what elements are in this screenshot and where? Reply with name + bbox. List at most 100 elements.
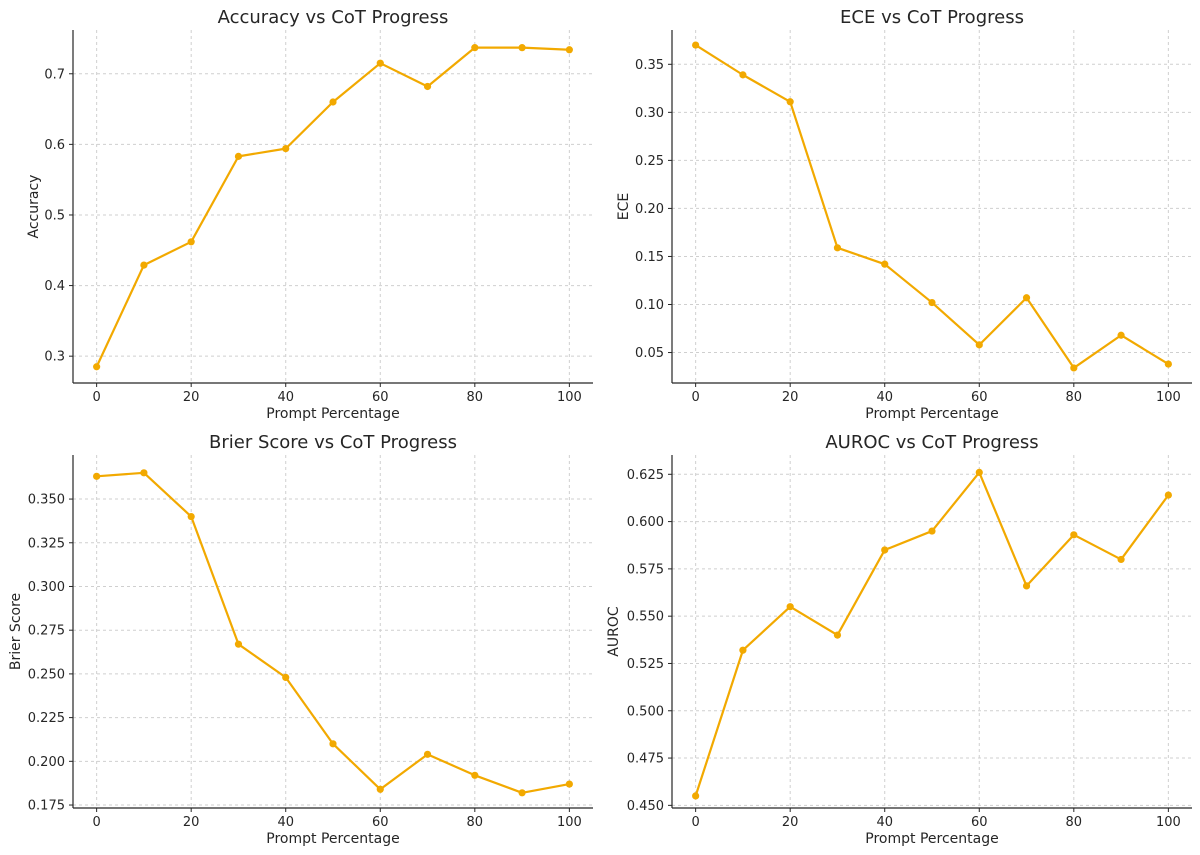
chart-2-x-tick-label: 0 (691, 390, 699, 405)
chart-2: 0 20 40 60 80 100 0.05 0.10 0.15 0.20 0.25 0.30 0.35… (616, 7, 1192, 422)
chart-3-data-point (140, 469, 148, 477)
chart-3-x-tick-label: 60 (372, 815, 389, 830)
chart-1-data-point (518, 44, 526, 52)
chart-1-series-line (95, 46, 571, 368)
chart-4-x-tick-label: 100 (1156, 815, 1181, 830)
chart-1-data-point (187, 238, 195, 246)
chart-2-x-tick-label: 60 (971, 390, 988, 405)
chart-4-data-point (833, 631, 842, 639)
chart-1-y-label: Accuracy (26, 175, 42, 239)
chart-4-title: AUROC vs CoT Progress (825, 432, 1038, 453)
chart-4-x-tick-label: 60 (971, 815, 988, 830)
chart-4-y-tick-label: 0.600 (627, 515, 664, 530)
chart-2-title: ECE vs CoT Progress (840, 7, 1024, 28)
chart-4-data-point (692, 792, 700, 800)
chart-2-x-label: Prompt Percentage (865, 406, 998, 422)
chart-3-y-tick-label: 0.275 (28, 624, 65, 639)
chart-4-y-tick-label: 0.525 (627, 657, 664, 672)
chart-4-y-tick-label: 0.550 (627, 610, 664, 625)
chart-1-y-tick-label: 0.3 (44, 350, 65, 365)
chart-3-y-tick-label: 0.325 (28, 536, 65, 551)
chart-1-data-point (565, 46, 573, 54)
chart-2-data-point (1164, 360, 1172, 368)
chart-1-x-tick-label: 20 (183, 390, 200, 405)
chart-4-x-label: Prompt Percentage (865, 831, 998, 847)
chart-1-x-tick-label: 100 (557, 390, 582, 405)
chart-1-y-tick-label: 0.7 (44, 67, 65, 82)
chart-1-data-point (140, 261, 148, 269)
chart-2-data-point (975, 341, 983, 349)
chart-4-data-point (928, 527, 936, 535)
chart-4-y-tick-label: 0.475 (627, 752, 664, 767)
chart-1-data-point (282, 145, 290, 153)
chart-3-y-tick-label: 0.300 (28, 580, 65, 595)
chart-4-x-tick-label: 20 (782, 815, 799, 830)
chart-1-data-point (423, 82, 432, 91)
chart-2-y-tick-label: 0.10 (635, 298, 664, 313)
chart-4: 0 20 40 60 80 100 0.450 0.475 0.500 0.525 0.550 0.5… (606, 432, 1192, 847)
chart-2-data-point (833, 244, 842, 252)
chart-4-series-line (694, 471, 1170, 797)
chart-2-data-point (739, 71, 747, 79)
chart-1-y-tick-label: 0.6 (44, 138, 65, 153)
chart-1: 0 20 40 60 80 100 0.3 0.4 0.5 0.6 0.7 Accuracy vs C… (26, 7, 593, 422)
chart-1-x-tick-label: 80 (467, 390, 484, 405)
chart-4-y-label: AUROC (606, 606, 622, 657)
chart-1-x-tick-label: 60 (372, 390, 389, 405)
chart-1-x-tick-label: 0 (92, 390, 100, 405)
chart-4-x-tick-label: 80 (1066, 815, 1083, 830)
chart-3-data-point (518, 789, 526, 797)
chart-3-y-label: Brier Score (8, 593, 24, 670)
chart-4-data-point (1117, 555, 1125, 564)
chart-2-x-tick-label: 80 (1066, 390, 1083, 405)
chart-2-y-tick-label: 0.05 (635, 346, 664, 361)
chart-3-y-tick-label: 0.250 (28, 667, 65, 682)
chart-1-data-point (376, 59, 384, 67)
chart-4-y-tick-label: 0.450 (627, 799, 664, 814)
chart-3-data-point (93, 472, 101, 480)
chart-3-y-tick-label: 0.350 (28, 493, 65, 508)
chart-2-data-point (1117, 331, 1125, 339)
chart-4-data-point (975, 468, 983, 477)
chart-2-y-tick-label: 0.15 (635, 250, 664, 265)
chart-4-data-point (786, 603, 794, 611)
chart-4-data-point (1070, 531, 1078, 539)
chart-2-y-tick-label: 0.20 (635, 202, 664, 217)
chart-2-data-point (692, 41, 700, 49)
chart-4-data-point (739, 646, 747, 654)
chart-1-x-tick-label: 40 (277, 390, 294, 405)
chart-4-y-tick-label: 0.500 (627, 704, 664, 719)
chart-3-data-point (187, 512, 195, 521)
chart-1-data-point (234, 152, 243, 160)
chart-4-y-tick-label: 0.625 (627, 468, 664, 483)
chart-3-y-tick-label: 0.200 (28, 755, 65, 770)
chart-2-y-tick-label: 0.30 (635, 106, 664, 121)
chart-4-x-tick-label: 40 (876, 815, 893, 830)
chart-3-data-point (423, 750, 432, 758)
chart-2-data-point (1070, 364, 1078, 372)
chart-1-data-point (93, 363, 101, 371)
chart-3-data-point (565, 780, 573, 788)
chart-1-data-point (471, 44, 479, 52)
chart-1-data-point (329, 98, 337, 106)
chart-4-data-point (881, 546, 889, 554)
chart-1-y-tick-label: 0.5 (44, 208, 65, 223)
chart-3: 0 20 40 60 80 100 0.175 0.200 0.225 0.250 0.275 0.3… (8, 432, 593, 847)
chart-2-x-tick-label: 40 (876, 390, 893, 405)
chart-1-y-tick-label: 0.4 (44, 279, 65, 294)
chart-4-x-tick-label: 0 (691, 815, 699, 830)
chart-2-series-line (694, 43, 1170, 370)
chart-3-x-tick-label: 20 (183, 815, 200, 830)
chart-2-x-tick-label: 100 (1156, 390, 1181, 405)
chart-3-y-tick-label: 0.175 (28, 799, 65, 814)
chart-2-data-point (881, 260, 889, 268)
chart-3-x-tick-label: 80 (467, 815, 484, 830)
chart-3-x-tick-label: 100 (557, 815, 582, 830)
chart-4-data-point (1022, 582, 1031, 590)
chart-3-x-tick-label: 0 (92, 815, 100, 830)
chart-2-data-point (1022, 294, 1031, 302)
chart-2-y-tick-label: 0.25 (635, 154, 664, 169)
chart-4-data-point (1164, 491, 1172, 499)
chart-2-data-point (928, 298, 936, 307)
